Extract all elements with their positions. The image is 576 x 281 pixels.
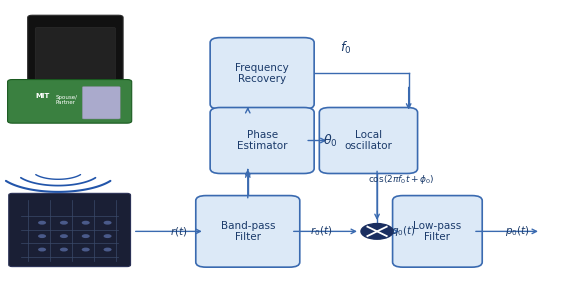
FancyBboxPatch shape [319, 108, 418, 173]
Text: $q_0(t)$: $q_0(t)$ [391, 224, 415, 238]
Text: Phase
Estimator: Phase Estimator [237, 130, 287, 151]
Text: $r_0(t)$: $r_0(t)$ [310, 225, 332, 238]
FancyBboxPatch shape [9, 193, 131, 267]
FancyBboxPatch shape [210, 108, 314, 173]
FancyBboxPatch shape [196, 196, 300, 267]
FancyBboxPatch shape [28, 15, 123, 104]
FancyBboxPatch shape [210, 38, 314, 109]
Text: MIT: MIT [35, 93, 50, 99]
Circle shape [104, 221, 112, 225]
FancyBboxPatch shape [35, 27, 116, 97]
Text: $r(t)$: $r(t)$ [170, 225, 188, 238]
Text: Local
oscillator: Local oscillator [344, 130, 392, 151]
Text: $\theta_0$: $\theta_0$ [323, 132, 338, 149]
Circle shape [82, 248, 90, 251]
Circle shape [82, 221, 90, 225]
Circle shape [38, 248, 46, 251]
Circle shape [38, 221, 46, 225]
Circle shape [82, 234, 90, 238]
Circle shape [60, 221, 68, 225]
Circle shape [60, 248, 68, 251]
Text: Frequency
Recovery: Frequency Recovery [235, 63, 289, 84]
Text: Band-pass
Filter: Band-pass Filter [221, 221, 275, 242]
FancyBboxPatch shape [393, 196, 482, 267]
Text: Spouse/
Partner: Spouse/ Partner [55, 94, 77, 105]
Circle shape [361, 224, 393, 239]
Circle shape [104, 234, 112, 238]
Circle shape [60, 234, 68, 238]
Text: Low-pass
Filter: Low-pass Filter [413, 221, 461, 242]
Circle shape [38, 234, 46, 238]
Text: $\cos(2\pi f_0 t + \phi_0)$: $\cos(2\pi f_0 t + \phi_0)$ [369, 173, 435, 186]
Circle shape [104, 248, 112, 251]
Text: $p_0(t)$: $p_0(t)$ [506, 224, 530, 238]
FancyBboxPatch shape [7, 80, 132, 123]
Text: $f_0$: $f_0$ [340, 40, 351, 56]
FancyBboxPatch shape [82, 87, 120, 119]
